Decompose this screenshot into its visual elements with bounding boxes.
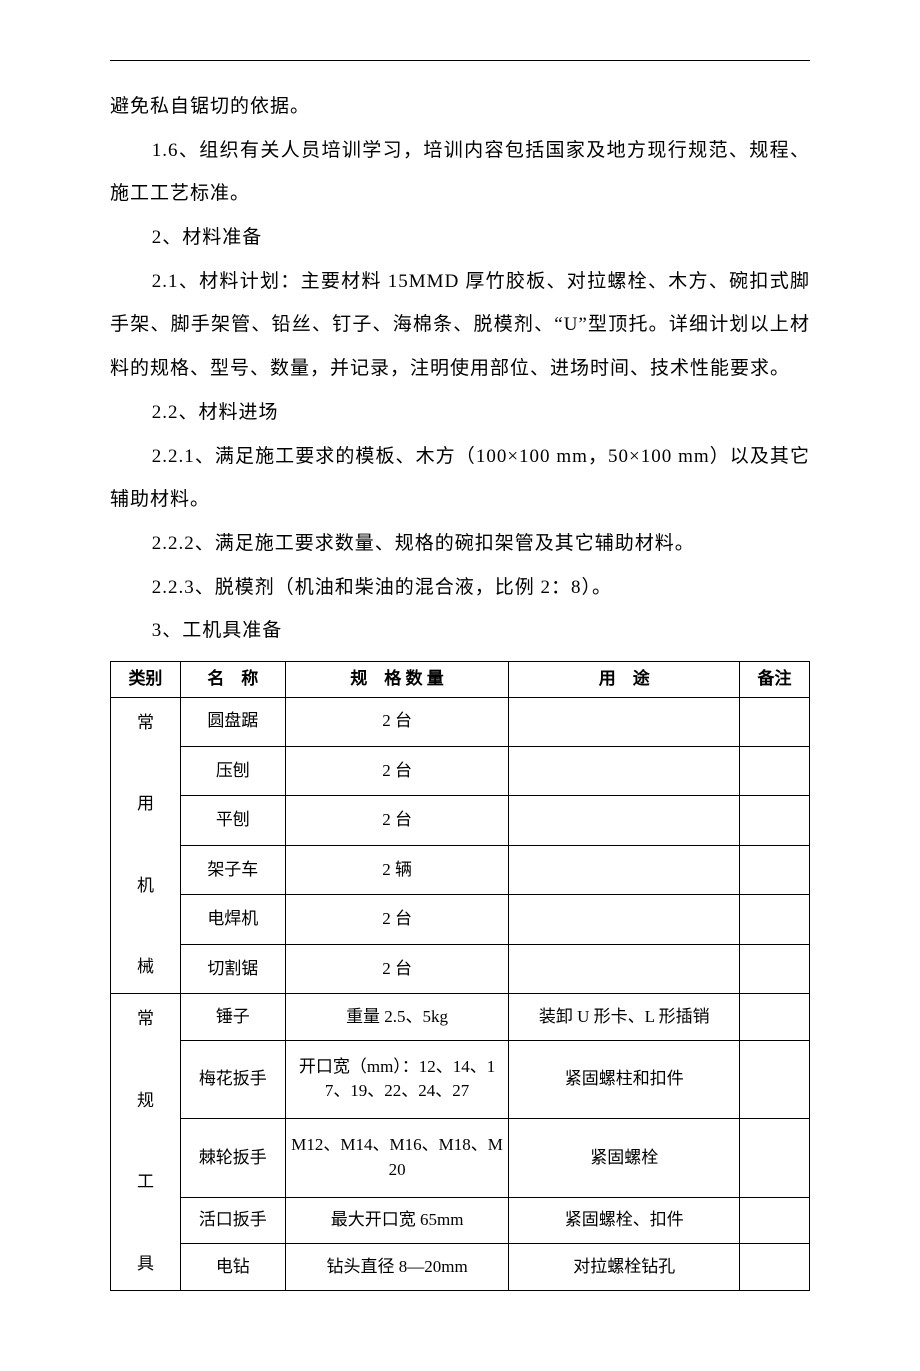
note-cell (740, 994, 810, 1040)
th-use: 用 途 (509, 661, 740, 697)
table-row: 平刨2 台 (111, 796, 810, 845)
tools-table-wrap: 类别 名 称 规 格 数 量 用 途 备注 常用机械圆盘踞2 台压刨2 台平刨2… (110, 661, 810, 1291)
note-cell (740, 796, 810, 845)
spec-cell: 2 辆 (285, 845, 509, 894)
name-cell: 电钻 (180, 1244, 285, 1291)
document-page: 避免私自锯切的依据。 1.6、组织有关人员培训学习，培训内容包括国家及地方现行规… (0, 0, 920, 1371)
paragraph-2: 1.6、组织有关人员培训学习，培训内容包括国家及地方现行规范、规程、施工工艺标准… (110, 129, 810, 216)
use-cell (509, 747, 740, 796)
table-row: 电钻钻头直径 8—20mm对拉螺栓钻孔 (111, 1244, 810, 1291)
note-cell (740, 747, 810, 796)
use-cell (509, 895, 740, 944)
spec-cell: 2 台 (285, 796, 509, 845)
th-spec: 规 格 数 量 (285, 661, 509, 697)
category-cell: 常用机械 (111, 697, 181, 994)
spec-cell: 2 台 (285, 944, 509, 993)
tools-table-body: 常用机械圆盘踞2 台压刨2 台平刨2 台架子车2 辆电焊机2 台切割锯2 台常规… (111, 697, 810, 1290)
spec-cell: 2 台 (285, 895, 509, 944)
name-cell: 梅花扳手 (180, 1040, 285, 1119)
th-category: 类别 (111, 661, 181, 697)
note-cell (740, 845, 810, 894)
table-row: 常规工具锤子重量 2.5、5kg装卸 U 形卡、L 形插销 (111, 994, 810, 1040)
spec-cell: 重量 2.5、5kg (285, 994, 509, 1040)
table-row: 常用机械圆盘踞2 台 (111, 697, 810, 746)
spec-cell: 最大开口宽 65mm (285, 1197, 509, 1243)
paragraph-7: 2.2.2、满足施工要求数量、规格的碗扣架管及其它辅助材料。 (110, 522, 810, 566)
use-cell (509, 845, 740, 894)
name-cell: 压刨 (180, 747, 285, 796)
note-cell (740, 697, 810, 746)
spec-cell: M12、M14、M16、M18、M20 (285, 1119, 509, 1198)
name-cell: 架子车 (180, 845, 285, 894)
use-cell (509, 697, 740, 746)
spec-cell: 2 台 (285, 697, 509, 746)
table-header-row: 类别 名 称 规 格 数 量 用 途 备注 (111, 661, 810, 697)
note-cell (740, 1197, 810, 1243)
table-row: 切割锯2 台 (111, 944, 810, 993)
note-cell (740, 1040, 810, 1119)
use-cell: 紧固螺柱和扣件 (509, 1040, 740, 1119)
top-rule (110, 60, 810, 61)
use-cell (509, 796, 740, 845)
th-name: 名 称 (180, 661, 285, 697)
name-cell: 切割锯 (180, 944, 285, 993)
tools-table: 类别 名 称 规 格 数 量 用 途 备注 常用机械圆盘踞2 台压刨2 台平刨2… (110, 661, 810, 1291)
table-row: 棘轮扳手M12、M14、M16、M18、M20紧固螺栓 (111, 1119, 810, 1198)
use-cell: 紧固螺栓、扣件 (509, 1197, 740, 1243)
name-cell: 棘轮扳手 (180, 1119, 285, 1198)
paragraph-5: 2.2、材料进场 (110, 391, 810, 435)
paragraph-1: 避免私自锯切的依据。 (110, 85, 810, 129)
name-cell: 平刨 (180, 796, 285, 845)
paragraph-6: 2.2.1、满足施工要求的模板、木方（100×100 mm，50×100 mm）… (110, 435, 810, 522)
paragraph-3: 2、材料准备 (110, 216, 810, 260)
note-cell (740, 895, 810, 944)
name-cell: 电焊机 (180, 895, 285, 944)
paragraph-8: 2.2.3、脱模剂（机油和柴油的混合液，比例 2：8）。 (110, 566, 810, 610)
use-cell: 对拉螺栓钻孔 (509, 1244, 740, 1291)
paragraph-4: 2.1、材料计划：主要材料 15MMD 厚竹胶板、对拉螺栓、木方、碗扣式脚手架、… (110, 260, 810, 391)
note-cell (740, 944, 810, 993)
spec-cell: 2 台 (285, 747, 509, 796)
name-cell: 活口扳手 (180, 1197, 285, 1243)
table-row: 梅花扳手开口宽（mm）：12、14、17、19、22、24、27紧固螺柱和扣件 (111, 1040, 810, 1119)
use-cell: 装卸 U 形卡、L 形插销 (509, 994, 740, 1040)
table-row: 活口扳手最大开口宽 65mm紧固螺栓、扣件 (111, 1197, 810, 1243)
spec-cell: 钻头直径 8—20mm (285, 1244, 509, 1291)
name-cell: 锤子 (180, 994, 285, 1040)
note-cell (740, 1244, 810, 1291)
note-cell (740, 1119, 810, 1198)
name-cell: 圆盘踞 (180, 697, 285, 746)
table-row: 架子车2 辆 (111, 845, 810, 894)
th-note: 备注 (740, 661, 810, 697)
spec-cell: 开口宽（mm）：12、14、17、19、22、24、27 (285, 1040, 509, 1119)
category-cell: 常规工具 (111, 994, 181, 1291)
paragraph-9: 3、工机具准备 (110, 609, 810, 653)
use-cell: 紧固螺栓 (509, 1119, 740, 1198)
table-row: 压刨2 台 (111, 747, 810, 796)
table-row: 电焊机2 台 (111, 895, 810, 944)
use-cell (509, 944, 740, 993)
